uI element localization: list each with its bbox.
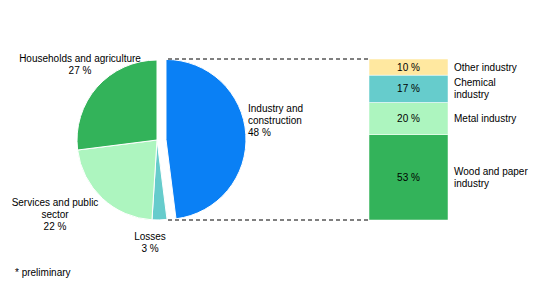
chart: Industry andconstruction48 % Losses3 % Ser… — [0, 0, 536, 282]
connector — [168, 220, 369, 221]
slice-label: Losses — [134, 231, 166, 242]
bar-segment — [369, 102, 448, 134]
slice-label: Households and agriculture — [19, 53, 141, 64]
slice-label-line: Households and agriculture — [19, 53, 141, 64]
stacked-bar — [369, 59, 448, 220]
bar-category-label-line: industry — [454, 178, 489, 189]
slice-value-label: 27 % — [69, 65, 92, 76]
footnote: * preliminary — [15, 267, 71, 278]
slice-value-label: 3 % — [141, 243, 158, 254]
slice-label: Services and publicsector — [12, 197, 99, 220]
bar-segment — [369, 135, 448, 220]
slice-label-line: sector — [41, 209, 69, 220]
bar-value-label: 10 % — [397, 62, 420, 73]
slice-label-line: Services and public — [12, 197, 99, 208]
pie — [77, 59, 246, 220]
bar-value-label: 53 % — [397, 172, 420, 183]
bar-segment — [369, 59, 448, 75]
pie-slice — [166, 59, 246, 218]
bar-category-label: Wood and paperindustry — [454, 166, 528, 189]
slice-label-line: Industry and — [248, 103, 303, 114]
bar-category-label: Other industry — [454, 62, 517, 73]
bar-value-label: 20 % — [397, 113, 420, 124]
bar-category-label: Metal industry — [454, 113, 516, 124]
bar-segment — [369, 75, 448, 102]
slice-value-label: 48 % — [248, 127, 271, 138]
bar-category-label-line: industry — [454, 89, 489, 100]
bar-category-label-line: Metal industry — [454, 113, 516, 124]
slice-label-line: construction — [248, 115, 302, 126]
slice-label: Industry andconstruction — [248, 103, 303, 126]
connector — [168, 59, 369, 60]
bar-category-label: Chemicalindustry — [454, 77, 496, 100]
bar-category-label-line: Other industry — [454, 62, 517, 73]
slice-label-line: Losses — [134, 231, 166, 242]
bar-value-label: 17 % — [397, 83, 420, 94]
slice-value-label: 22 % — [44, 221, 67, 232]
bar-category-label-line: Chemical — [454, 77, 496, 88]
bar-category-label-line: Wood and paper — [454, 166, 528, 177]
